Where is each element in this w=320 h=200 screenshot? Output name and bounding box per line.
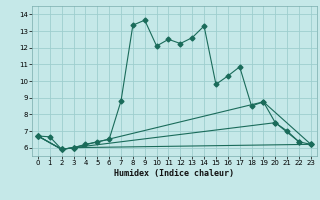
X-axis label: Humidex (Indice chaleur): Humidex (Indice chaleur): [115, 169, 234, 178]
